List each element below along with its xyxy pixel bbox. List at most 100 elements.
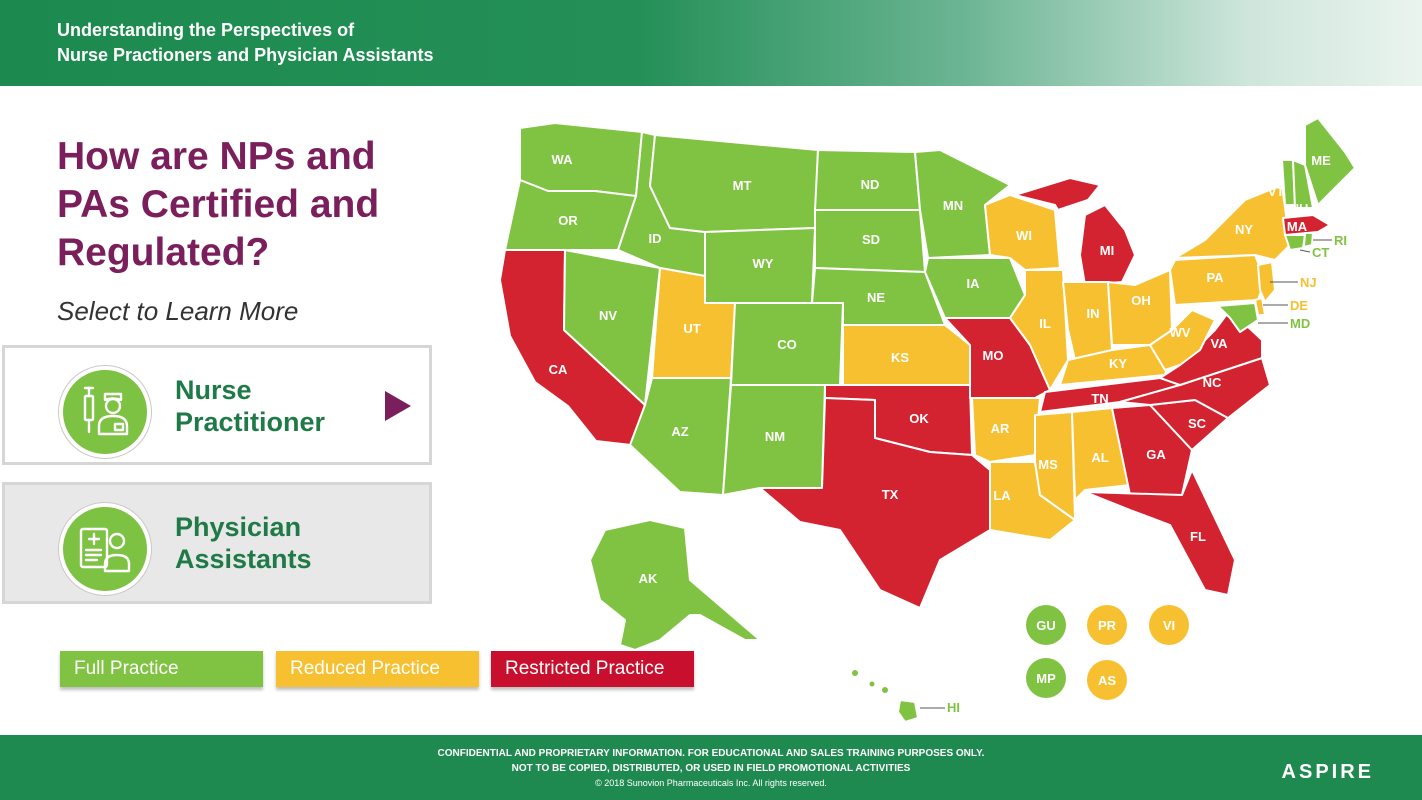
label-WA: WA [552, 152, 574, 167]
nurse-practitioner-button[interactable]: Nurse Practitioner [2, 345, 432, 465]
footer-disclaimer: CONFIDENTIAL AND PROPRIETARY INFORMATION… [0, 746, 1422, 791]
state-HI-island [852, 670, 858, 676]
label-MT: MT [733, 178, 752, 193]
label-NC: NC [1203, 375, 1222, 390]
state-HI[interactable] [897, 699, 919, 723]
state-MA[interactable] [1282, 214, 1331, 236]
physician-assistants-button[interactable]: Physician Assistants [2, 482, 432, 604]
card-label-line2: Practitioner [175, 407, 326, 437]
state-WA[interactable] [519, 122, 643, 197]
label-SC: SC [1188, 416, 1207, 431]
state-TX[interactable] [759, 397, 991, 609]
physician-assistants-label: Physician Assistants [175, 511, 312, 575]
state-NH[interactable] [1292, 159, 1314, 209]
play-arrow-icon [385, 391, 411, 421]
state-HI-island [882, 687, 888, 693]
label-MO: MO [983, 348, 1004, 363]
label-NE: NE [867, 290, 885, 305]
card-label-line2: Assistants [175, 544, 312, 574]
label-AK: AK [639, 571, 658, 586]
us-practice-map: WA OR CA NV ID MT WY UT AZ CO NM ND SD N… [490, 110, 1370, 730]
label-WY: WY [753, 256, 774, 271]
legend-restricted-practice[interactable]: Restricted Practice [491, 651, 694, 687]
footer: CONFIDENTIAL AND PROPRIETARY INFORMATION… [0, 735, 1422, 800]
label-MN: MN [943, 198, 963, 213]
physician-assistant-icon [59, 503, 151, 595]
state-AL[interactable] [1071, 407, 1131, 501]
label-RI: RI [1334, 233, 1347, 248]
state-RI[interactable] [1303, 232, 1314, 248]
state-HI-island [869, 681, 875, 687]
label-IA: IA [967, 276, 981, 291]
aspire-logo: ASPIRE [1281, 761, 1374, 783]
label-AS: AS [1098, 673, 1116, 688]
label-ME: ME [1311, 153, 1331, 168]
state-CT[interactable] [1284, 234, 1306, 251]
state-ME[interactable] [1304, 117, 1356, 206]
footer-line1: CONFIDENTIAL AND PROPRIETARY INFORMATION… [437, 748, 985, 759]
territory-GU[interactable] [1026, 605, 1066, 645]
state-AK[interactable] [589, 519, 761, 651]
label-PR: PR [1098, 618, 1117, 633]
label-CO: CO [777, 337, 797, 352]
territory-PR[interactable] [1087, 605, 1127, 645]
label-MP: MP [1036, 671, 1056, 686]
nurse-practitioner-label: Nurse Practitioner [175, 374, 325, 438]
state-AR[interactable] [971, 397, 1041, 463]
label-VA: VA [1210, 336, 1228, 351]
label-OH: OH [1131, 293, 1151, 308]
label-AR: AR [991, 421, 1010, 436]
label-MD: MD [1290, 316, 1310, 331]
label-UT: UT [683, 321, 700, 336]
header-title-line2: Nurse Practioners and Physician Assistan… [57, 45, 434, 65]
label-CA: CA [549, 362, 568, 377]
label-OK: OK [909, 411, 929, 426]
card-label-line1: Physician [175, 512, 302, 542]
state-FL[interactable] [1084, 469, 1236, 596]
label-FL: FL [1190, 529, 1206, 544]
territory-MP[interactable] [1026, 658, 1066, 698]
state-MI-lower[interactable] [1079, 204, 1136, 286]
state-GA[interactable] [1111, 404, 1193, 496]
state-IN[interactable] [1062, 281, 1113, 361]
territory-AS[interactable] [1087, 660, 1127, 700]
label-ID: ID [649, 231, 662, 246]
label-DE: DE [1290, 298, 1308, 313]
label-NJ: NJ [1300, 275, 1317, 290]
label-HI: HI [947, 700, 960, 715]
label-AL: AL [1091, 450, 1108, 465]
label-ND: ND [861, 177, 880, 192]
label-IL: IL [1039, 316, 1051, 331]
footer-line2: NOT TO BE COPIED, DISTRIBUTED, OR USED I… [511, 763, 911, 774]
territory-VI[interactable] [1149, 605, 1189, 645]
label-NV: NV [599, 308, 617, 323]
label-NY: NY [1235, 222, 1253, 237]
leader-line [1299, 249, 1311, 253]
footer-copyright: © 2018 Sunovion Pharmaceuticals Inc. All… [595, 778, 827, 788]
label-VI: VI [1163, 618, 1175, 633]
label-KS: KS [891, 350, 909, 365]
nurse-icon [59, 366, 151, 458]
legend-full-practice[interactable]: Full Practice [60, 651, 263, 687]
label-IN: IN [1087, 306, 1100, 321]
state-MD[interactable] [1217, 302, 1259, 333]
label-TX: TX [882, 487, 899, 502]
label-AZ: AZ [671, 424, 688, 439]
label-VT: VT [1268, 184, 1285, 199]
state-NY[interactable] [1174, 184, 1291, 261]
state-WV[interactable] [1149, 309, 1216, 371]
label-NH: NH [1290, 201, 1309, 216]
page-title-line3: Regulated? [57, 231, 270, 274]
label-SD: SD [862, 232, 880, 247]
state-NJ[interactable] [1257, 261, 1276, 303]
state-MI[interactable] [1014, 177, 1101, 211]
label-MI: MI [1100, 243, 1114, 258]
legend-reduced-practice[interactable]: Reduced Practice [276, 651, 479, 687]
label-WV: WV [1170, 325, 1191, 340]
label-PA: PA [1206, 270, 1224, 285]
label-MA: MA [1287, 219, 1308, 234]
header-title-line1: Understanding the Perspectives of [57, 20, 355, 40]
label-LA: LA [993, 488, 1011, 503]
label-MS: MS [1038, 457, 1058, 472]
state-MS[interactable] [1034, 411, 1076, 521]
